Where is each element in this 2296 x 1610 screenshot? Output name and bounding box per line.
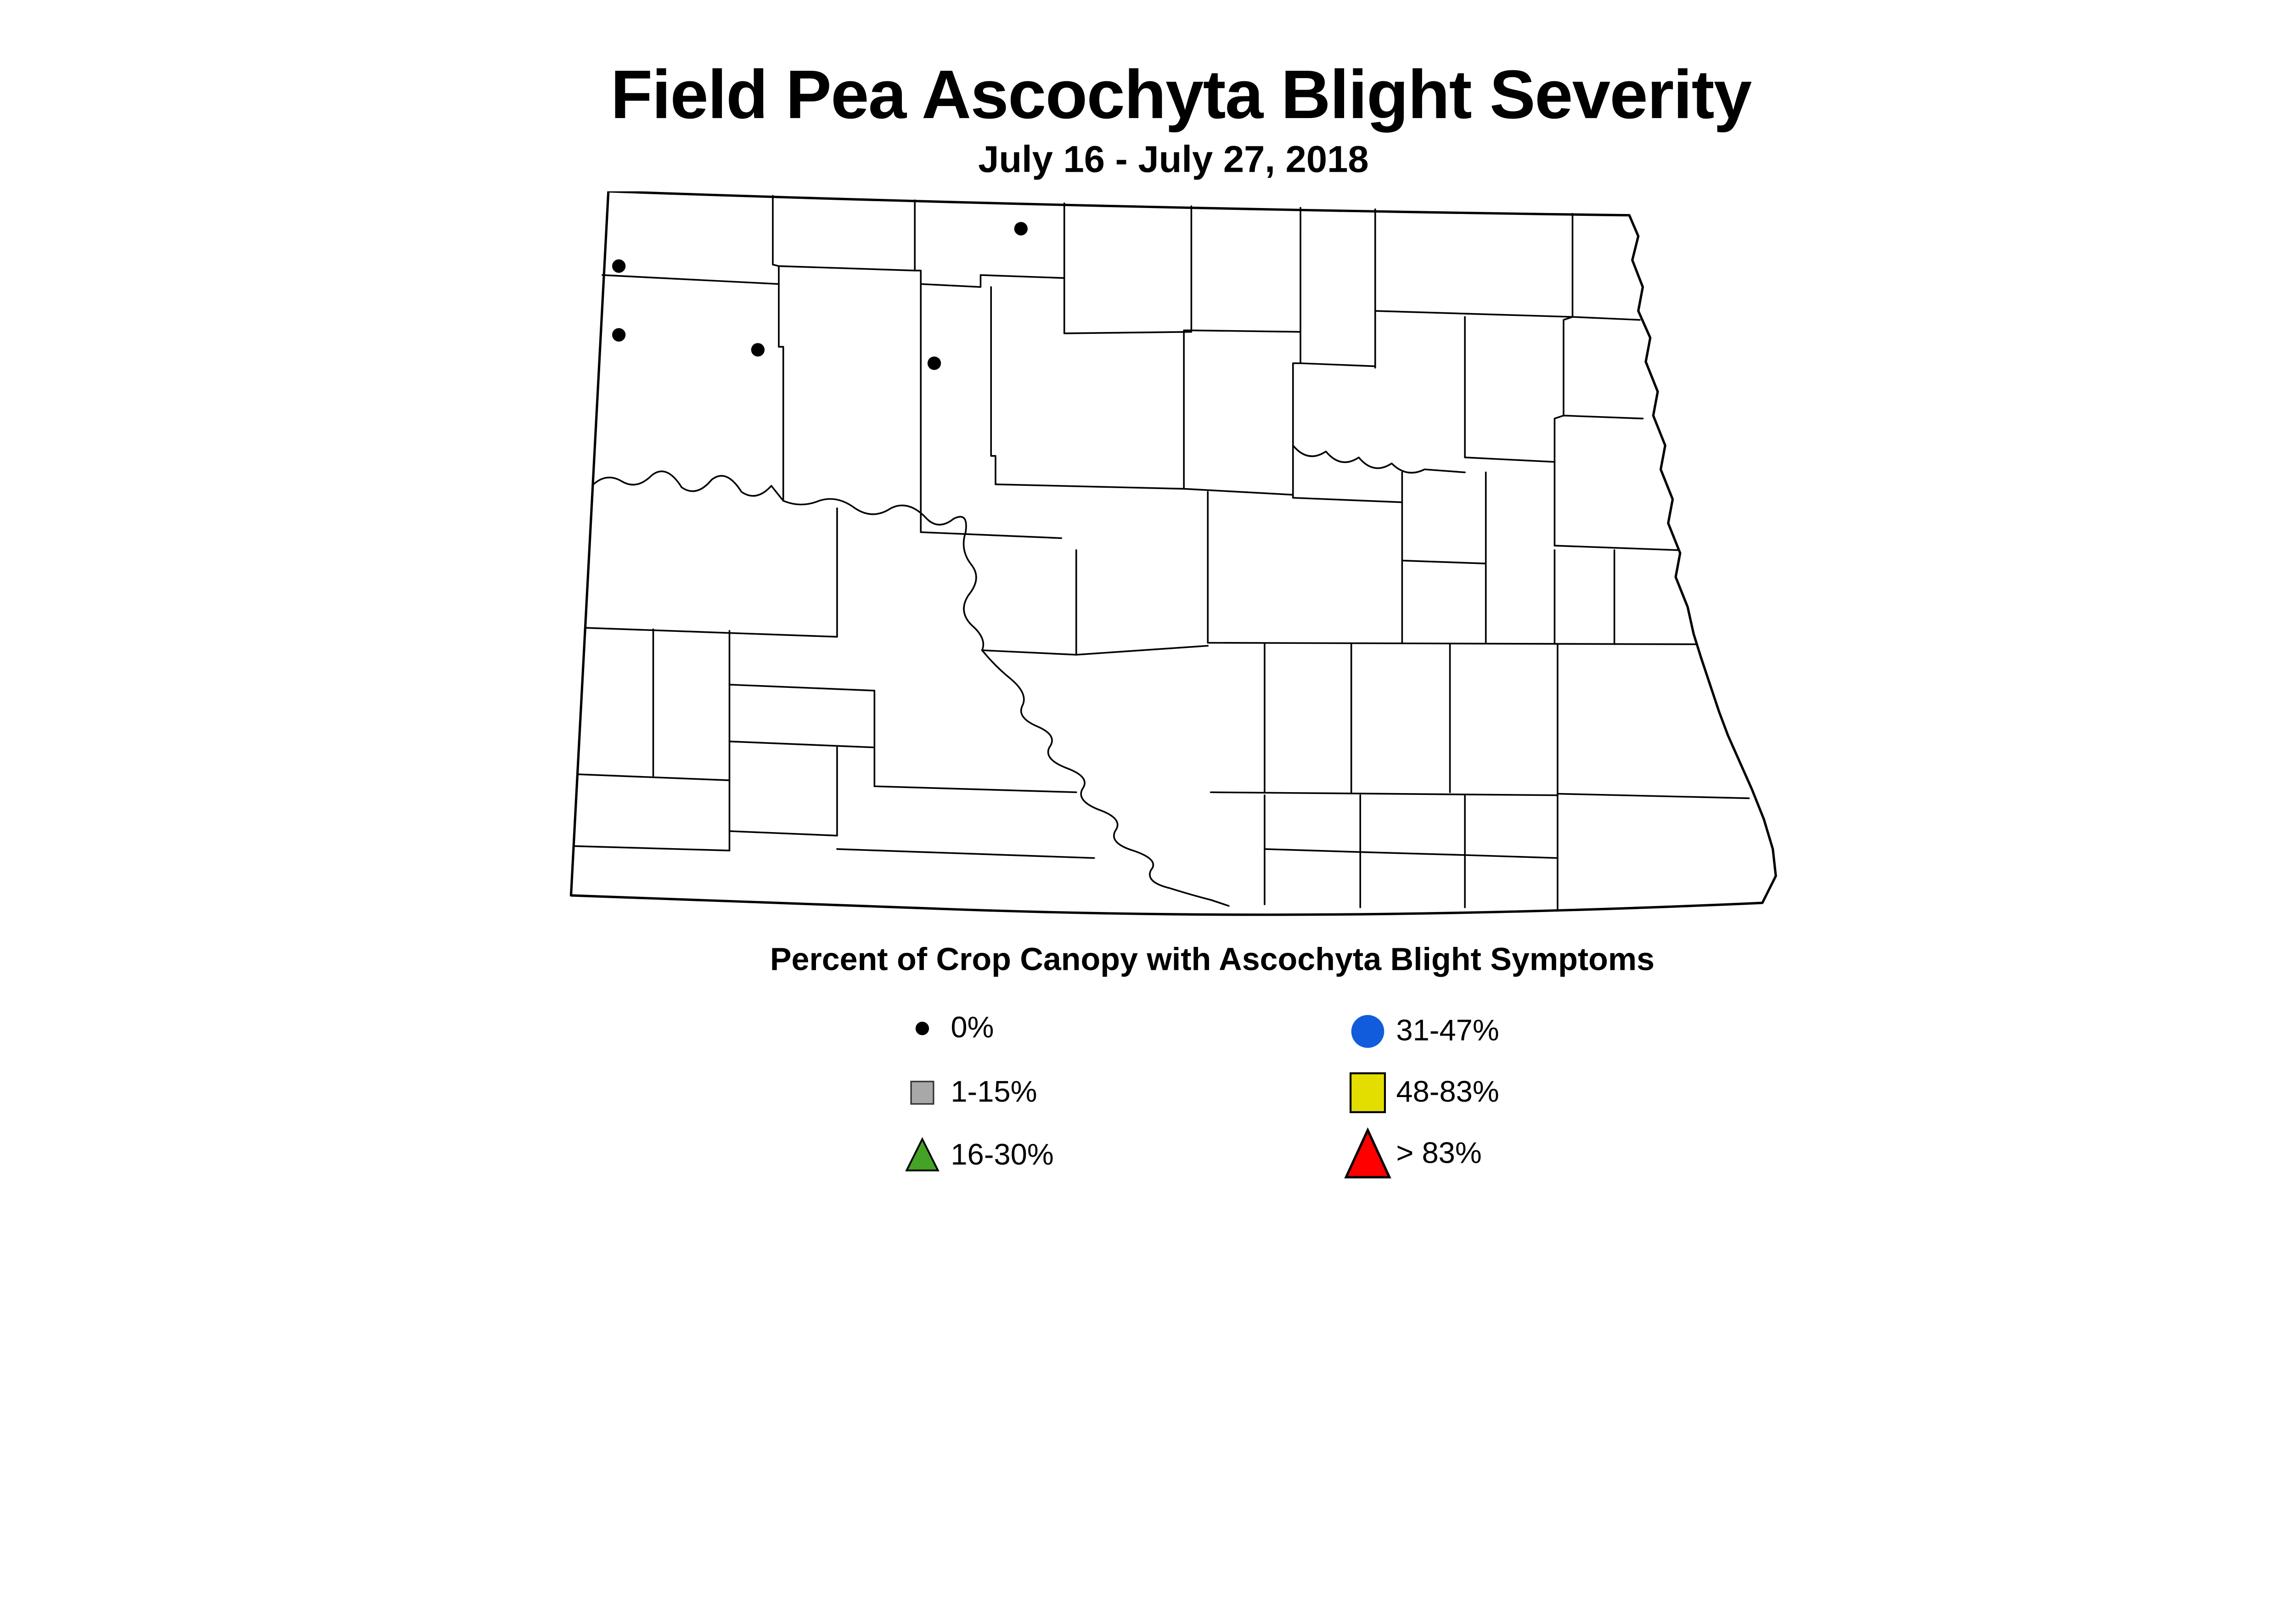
triangle-marker-icon bbox=[905, 1137, 940, 1171]
legend-label: 48-83% bbox=[1396, 1075, 1499, 1109]
survey-point bbox=[927, 356, 941, 370]
circle-marker-icon bbox=[1351, 1015, 1384, 1048]
survey-point bbox=[751, 343, 765, 357]
legend-item-gt83pct: > 83% bbox=[1341, 1127, 1482, 1181]
page-subtitle: July 16 - July 27, 2018 bbox=[978, 139, 1369, 181]
legend-label: 0% bbox=[951, 1011, 994, 1044]
legend-label: 31-47% bbox=[1396, 1014, 1499, 1047]
square-marker-icon bbox=[910, 1081, 934, 1105]
map-points bbox=[612, 222, 1028, 370]
legend-item-16-30pct: 16-30% bbox=[895, 1129, 1054, 1182]
legend-label: > 83% bbox=[1396, 1137, 1482, 1170]
triangle-marker-icon bbox=[1344, 1127, 1391, 1179]
county-boundaries bbox=[574, 196, 1749, 909]
north-dakota-county-map bbox=[568, 191, 1779, 939]
page-title: Field Pea Ascochyta Blight Severity bbox=[610, 55, 1752, 133]
survey-point bbox=[612, 259, 626, 273]
survey-point bbox=[1014, 222, 1028, 236]
legend-item-1-15pct: 1-15% bbox=[895, 1066, 1037, 1120]
legend-title: Percent of Crop Canopy with Ascochyta Bl… bbox=[770, 941, 1655, 978]
square-marker-icon bbox=[1349, 1072, 1386, 1113]
legend-label: 1-15% bbox=[951, 1075, 1037, 1109]
survey-point bbox=[612, 328, 626, 342]
legend-item-48-83pct: 48-83% bbox=[1341, 1066, 1499, 1120]
legend-label: 16-30% bbox=[951, 1138, 1054, 1171]
state-outline bbox=[571, 191, 1776, 915]
dot-marker-icon bbox=[915, 1021, 929, 1036]
legend-item-0pct: 0% bbox=[895, 1002, 994, 1055]
figure-canvas: Field Pea Ascochyta Blight Severity July… bbox=[568, 55, 1779, 1182]
legend-item-31-47pct: 31-47% bbox=[1341, 1005, 1499, 1058]
